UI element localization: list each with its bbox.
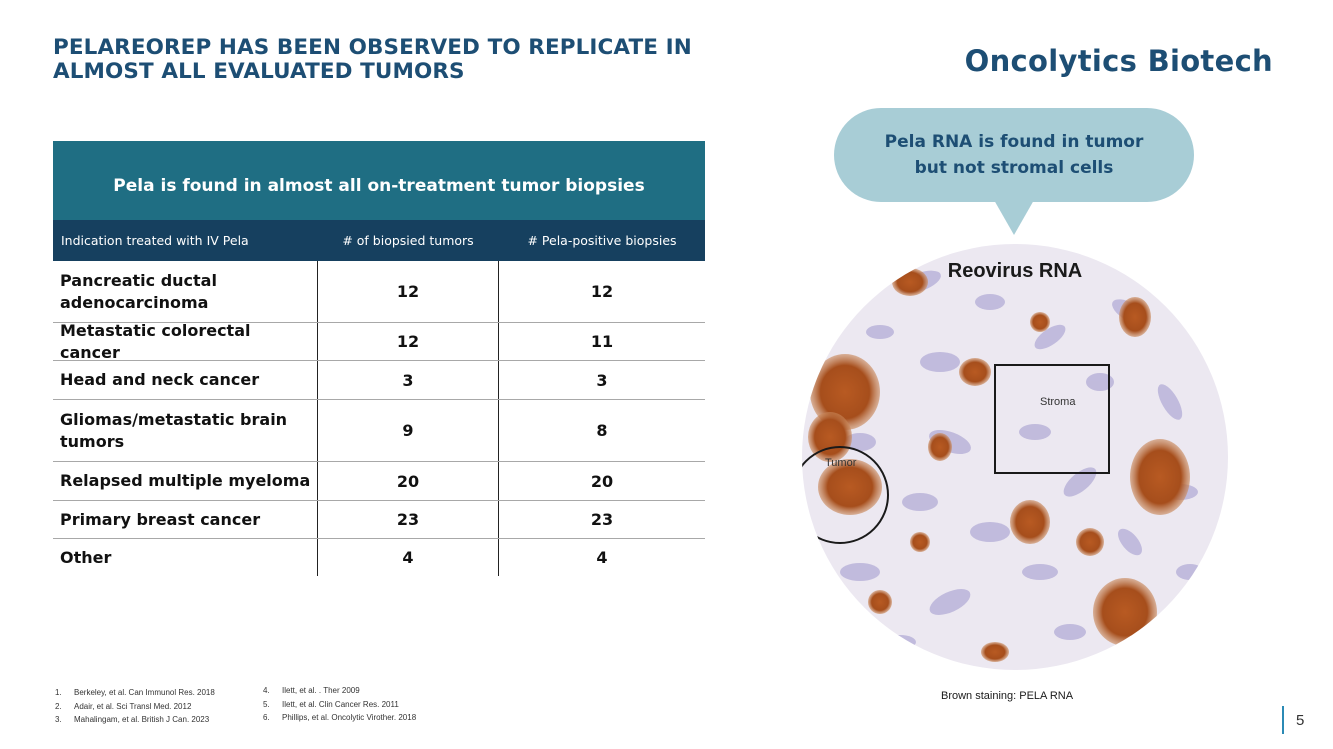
- footnote: 6. Phillips, et al. Oncolytic Virother. 2…: [263, 713, 417, 722]
- header-indication: Indication treated with IV Pela: [61, 233, 249, 248]
- table-header-row: Indication treated with IV Pela # of bio…: [53, 220, 705, 261]
- biopsy-table: Pela is found in almost all on-treatment…: [53, 141, 705, 576]
- table-banner: Pela is found in almost all on-treatment…: [53, 141, 705, 220]
- cell-indication: Pancreatic ductal adenocarcinoma: [60, 270, 217, 312]
- table-row: Relapsed multiple myeloma 20 20: [53, 462, 705, 501]
- callout-tail: [994, 200, 1034, 235]
- cell-positive: 12: [590, 282, 614, 301]
- cell-indication: Relapsed multiple myeloma: [60, 471, 311, 490]
- cell-biopsied: 20: [317, 462, 499, 500]
- footnote: 3. Mahalingam, et al. British J Can. 2023: [55, 715, 210, 724]
- cell-biopsied: 12: [317, 323, 499, 360]
- table-row: Other 4 4: [53, 539, 705, 576]
- cell-biopsied: 3: [317, 361, 499, 399]
- footnote: 1. Berkeley, et al. Can Immunol Res. 2018: [55, 688, 215, 697]
- footnotes-left: 1. Berkeley, et al. Can Immunol Res. 2018…: [55, 686, 215, 727]
- table-row: Primary breast cancer 23 23: [53, 501, 705, 539]
- cell-positive: 4: [596, 548, 608, 567]
- cell-positive: 20: [590, 471, 614, 491]
- callout-text: Pela RNA is found in tumor but not strom…: [884, 132, 1144, 178]
- cell-biopsied: 4: [317, 539, 499, 576]
- footnote: 2. Adair, et al. Sci Transl Med. 2012: [55, 701, 192, 711]
- cell-indication: Other: [60, 547, 112, 567]
- cell-indication: Gliomas/metastatic brain tumors: [60, 409, 288, 451]
- cell-biopsied: 12: [317, 261, 499, 322]
- micrograph-svg: [802, 244, 1228, 670]
- header-biopsied: # of biopsied tumors: [342, 233, 474, 248]
- slide-title: PELAREOREP HAS BEEN OBSERVED TO REPLICAT…: [53, 35, 692, 84]
- tumor-label: Tumor: [825, 457, 857, 469]
- cell-positive: 11: [590, 332, 614, 351]
- table-row: Gliomas/metastatic brain tumors 9 8: [53, 400, 705, 462]
- cell-indication: Metastatic colorectal cancer: [60, 320, 251, 362]
- table-row: Metastatic colorectal cancer 12 11: [53, 320, 705, 362]
- footnotes-right: 4. Ilett, et al. . Ther 2009 5. Ilett, et …: [263, 684, 416, 725]
- callout-bubble: Pela RNA is found in tumor but not strom…: [834, 108, 1194, 202]
- micrograph-title: Reovirus RNA: [947, 260, 1083, 282]
- cell-positive: 3: [596, 370, 608, 390]
- footnote: 5. Ilett, et al. Clin Cancer Res. 2011: [263, 699, 399, 709]
- cell-biopsied: 23: [317, 501, 499, 538]
- table-row: Head and neck cancer 3 3: [53, 361, 705, 400]
- stroma-label: Stroma: [1040, 396, 1076, 408]
- image-caption: Brown staining: PELA RNA: [941, 690, 1074, 702]
- cell-positive: 8: [596, 421, 608, 440]
- page-number: 5: [1282, 706, 1304, 734]
- table-row: Pancreatic ductal adenocarcinoma 12 12: [53, 261, 705, 323]
- footnote: 4. Ilett, et al. . Ther 2009: [263, 686, 360, 695]
- header-positive: # Pela-positive biopsies: [527, 233, 677, 248]
- cell-positive: 23: [590, 510, 614, 529]
- cell-indication: Head and neck cancer: [60, 370, 260, 389]
- cell-indication: Primary breast cancer: [60, 509, 261, 529]
- company-logo-text: Oncolytics Biotech: [964, 44, 1273, 78]
- micrograph-image: Reovirus RNA Stroma Tumor: [800, 242, 1230, 672]
- cell-biopsied: 9: [317, 400, 499, 461]
